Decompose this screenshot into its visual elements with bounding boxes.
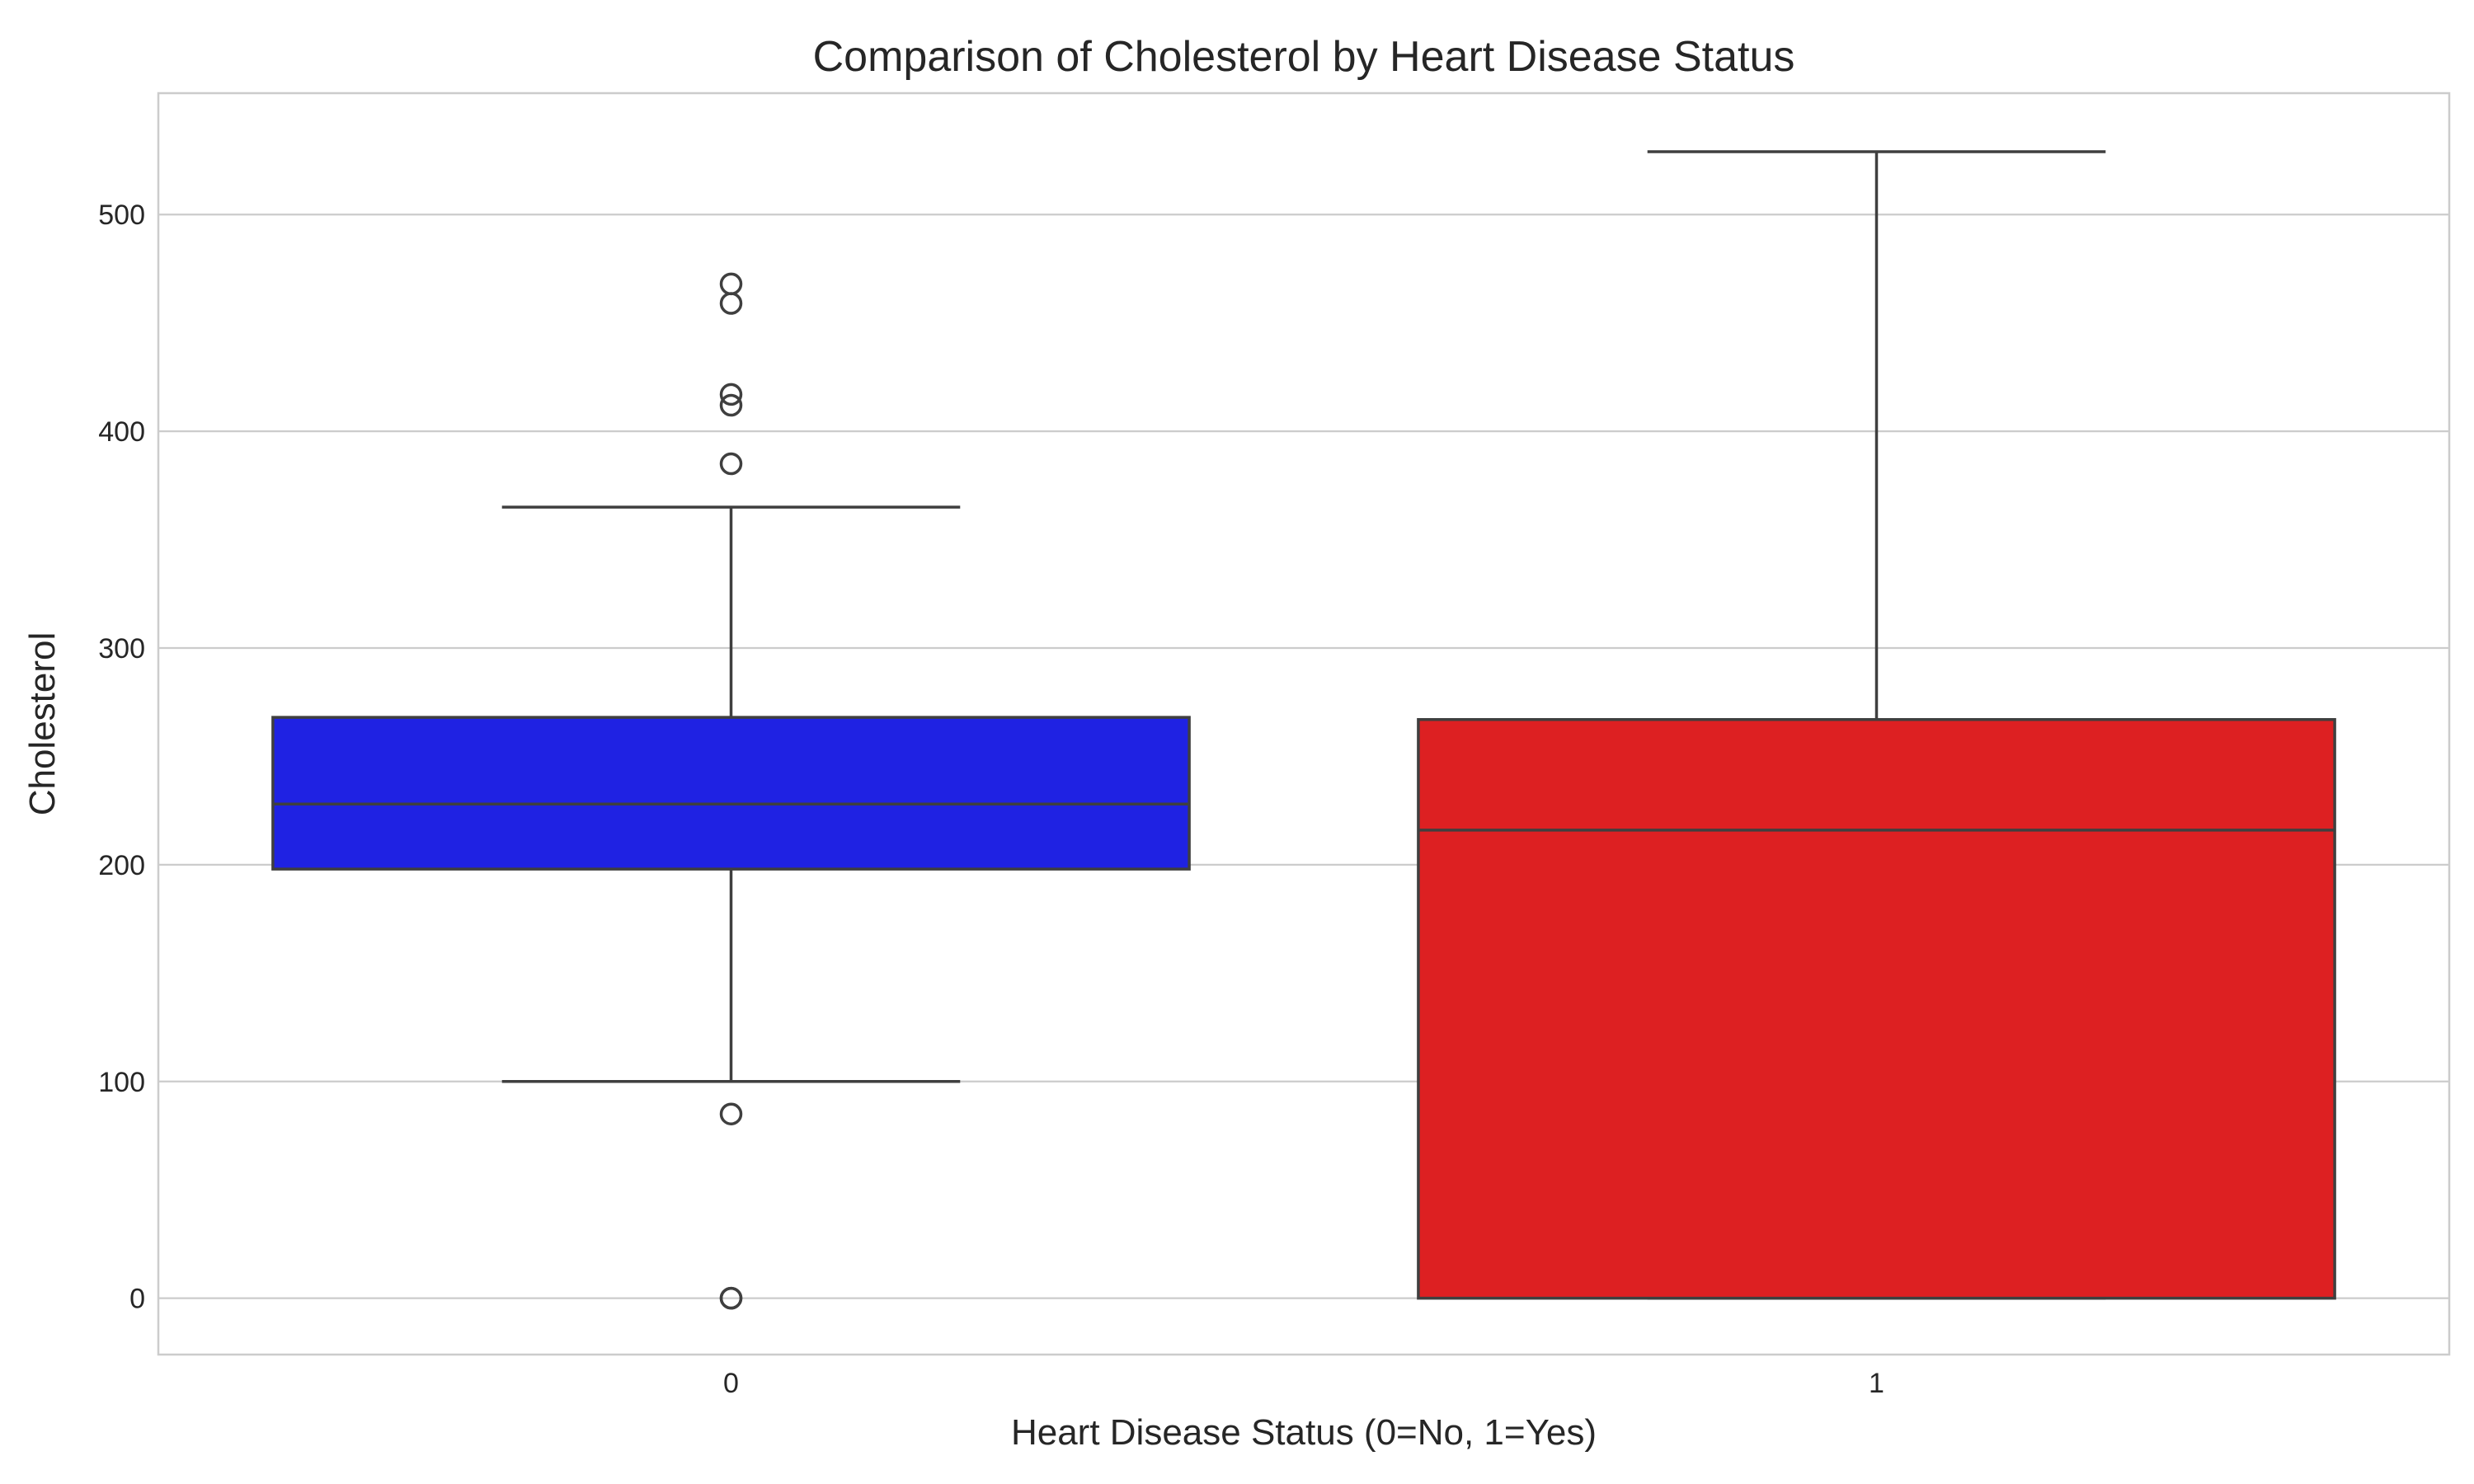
y-tick-label: 100 <box>98 1067 145 1098</box>
x-tick-label: 0 <box>723 1368 739 1399</box>
outlier-point <box>719 1102 743 1125</box>
x-axis-title: Heart Disease Status (0=No, 1=Yes) <box>1011 1412 1597 1453</box>
y-tick-label: 500 <box>98 200 145 231</box>
outlier-point <box>719 452 743 476</box>
outlier-point <box>719 393 743 417</box>
y-tick-label: 200 <box>98 850 145 881</box>
outlier-point <box>719 383 743 406</box>
box-iqr <box>1417 717 2336 1300</box>
box-group-0 <box>271 272 1191 1310</box>
chart-title: Comparison of Cholesterol by Heart Disea… <box>813 33 1795 81</box>
y-tick-label: 400 <box>98 416 145 448</box>
outlier-point <box>719 1286 743 1310</box>
outlier-point <box>719 272 743 296</box>
y-axis-title: Cholesterol <box>22 632 63 816</box>
y-tick-label: 300 <box>98 633 145 665</box>
box-layer <box>271 150 2336 1310</box>
y-tick-label: 0 <box>129 1284 145 1315</box>
y-tick-labels: 0 100 200 300 400 500 <box>98 200 145 1314</box>
box-group-1 <box>1417 150 2336 1300</box>
outlier-point <box>719 292 743 315</box>
plot-frame <box>157 92 2451 1356</box>
x-tick-label: 1 <box>1869 1368 1884 1399</box>
box-iqr <box>271 716 1191 871</box>
